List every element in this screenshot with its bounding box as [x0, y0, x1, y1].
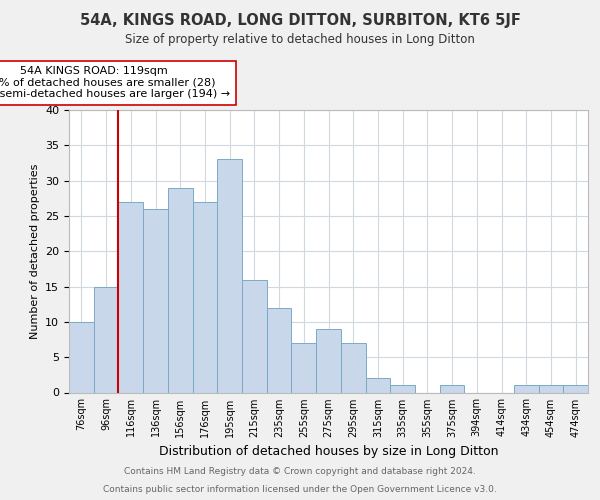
- Bar: [168, 188, 193, 392]
- Text: Contains HM Land Registry data © Crown copyright and database right 2024.: Contains HM Land Registry data © Crown c…: [124, 467, 476, 476]
- Bar: [390, 386, 415, 392]
- Bar: [292, 343, 316, 392]
- Bar: [563, 386, 588, 392]
- Bar: [316, 329, 341, 392]
- Bar: [440, 386, 464, 392]
- Bar: [69, 322, 94, 392]
- Bar: [242, 280, 267, 392]
- Text: Contains public sector information licensed under the Open Government Licence v3: Contains public sector information licen…: [103, 485, 497, 494]
- Text: 54A, KINGS ROAD, LONG DITTON, SURBITON, KT6 5JF: 54A, KINGS ROAD, LONG DITTON, SURBITON, …: [80, 12, 520, 28]
- Text: 54A KINGS ROAD: 119sqm
← 13% of detached houses are smaller (28)
87% of semi-det: 54A KINGS ROAD: 119sqm ← 13% of detached…: [0, 66, 230, 100]
- Y-axis label: Number of detached properties: Number of detached properties: [29, 164, 40, 339]
- Text: Size of property relative to detached houses in Long Ditton: Size of property relative to detached ho…: [125, 32, 475, 46]
- Bar: [267, 308, 292, 392]
- Bar: [143, 209, 168, 392]
- Bar: [365, 378, 390, 392]
- Bar: [118, 202, 143, 392]
- X-axis label: Distribution of detached houses by size in Long Ditton: Distribution of detached houses by size …: [159, 445, 498, 458]
- Bar: [193, 202, 217, 392]
- Bar: [514, 386, 539, 392]
- Bar: [217, 160, 242, 392]
- Bar: [94, 286, 118, 393]
- Bar: [539, 386, 563, 392]
- Bar: [341, 343, 365, 392]
